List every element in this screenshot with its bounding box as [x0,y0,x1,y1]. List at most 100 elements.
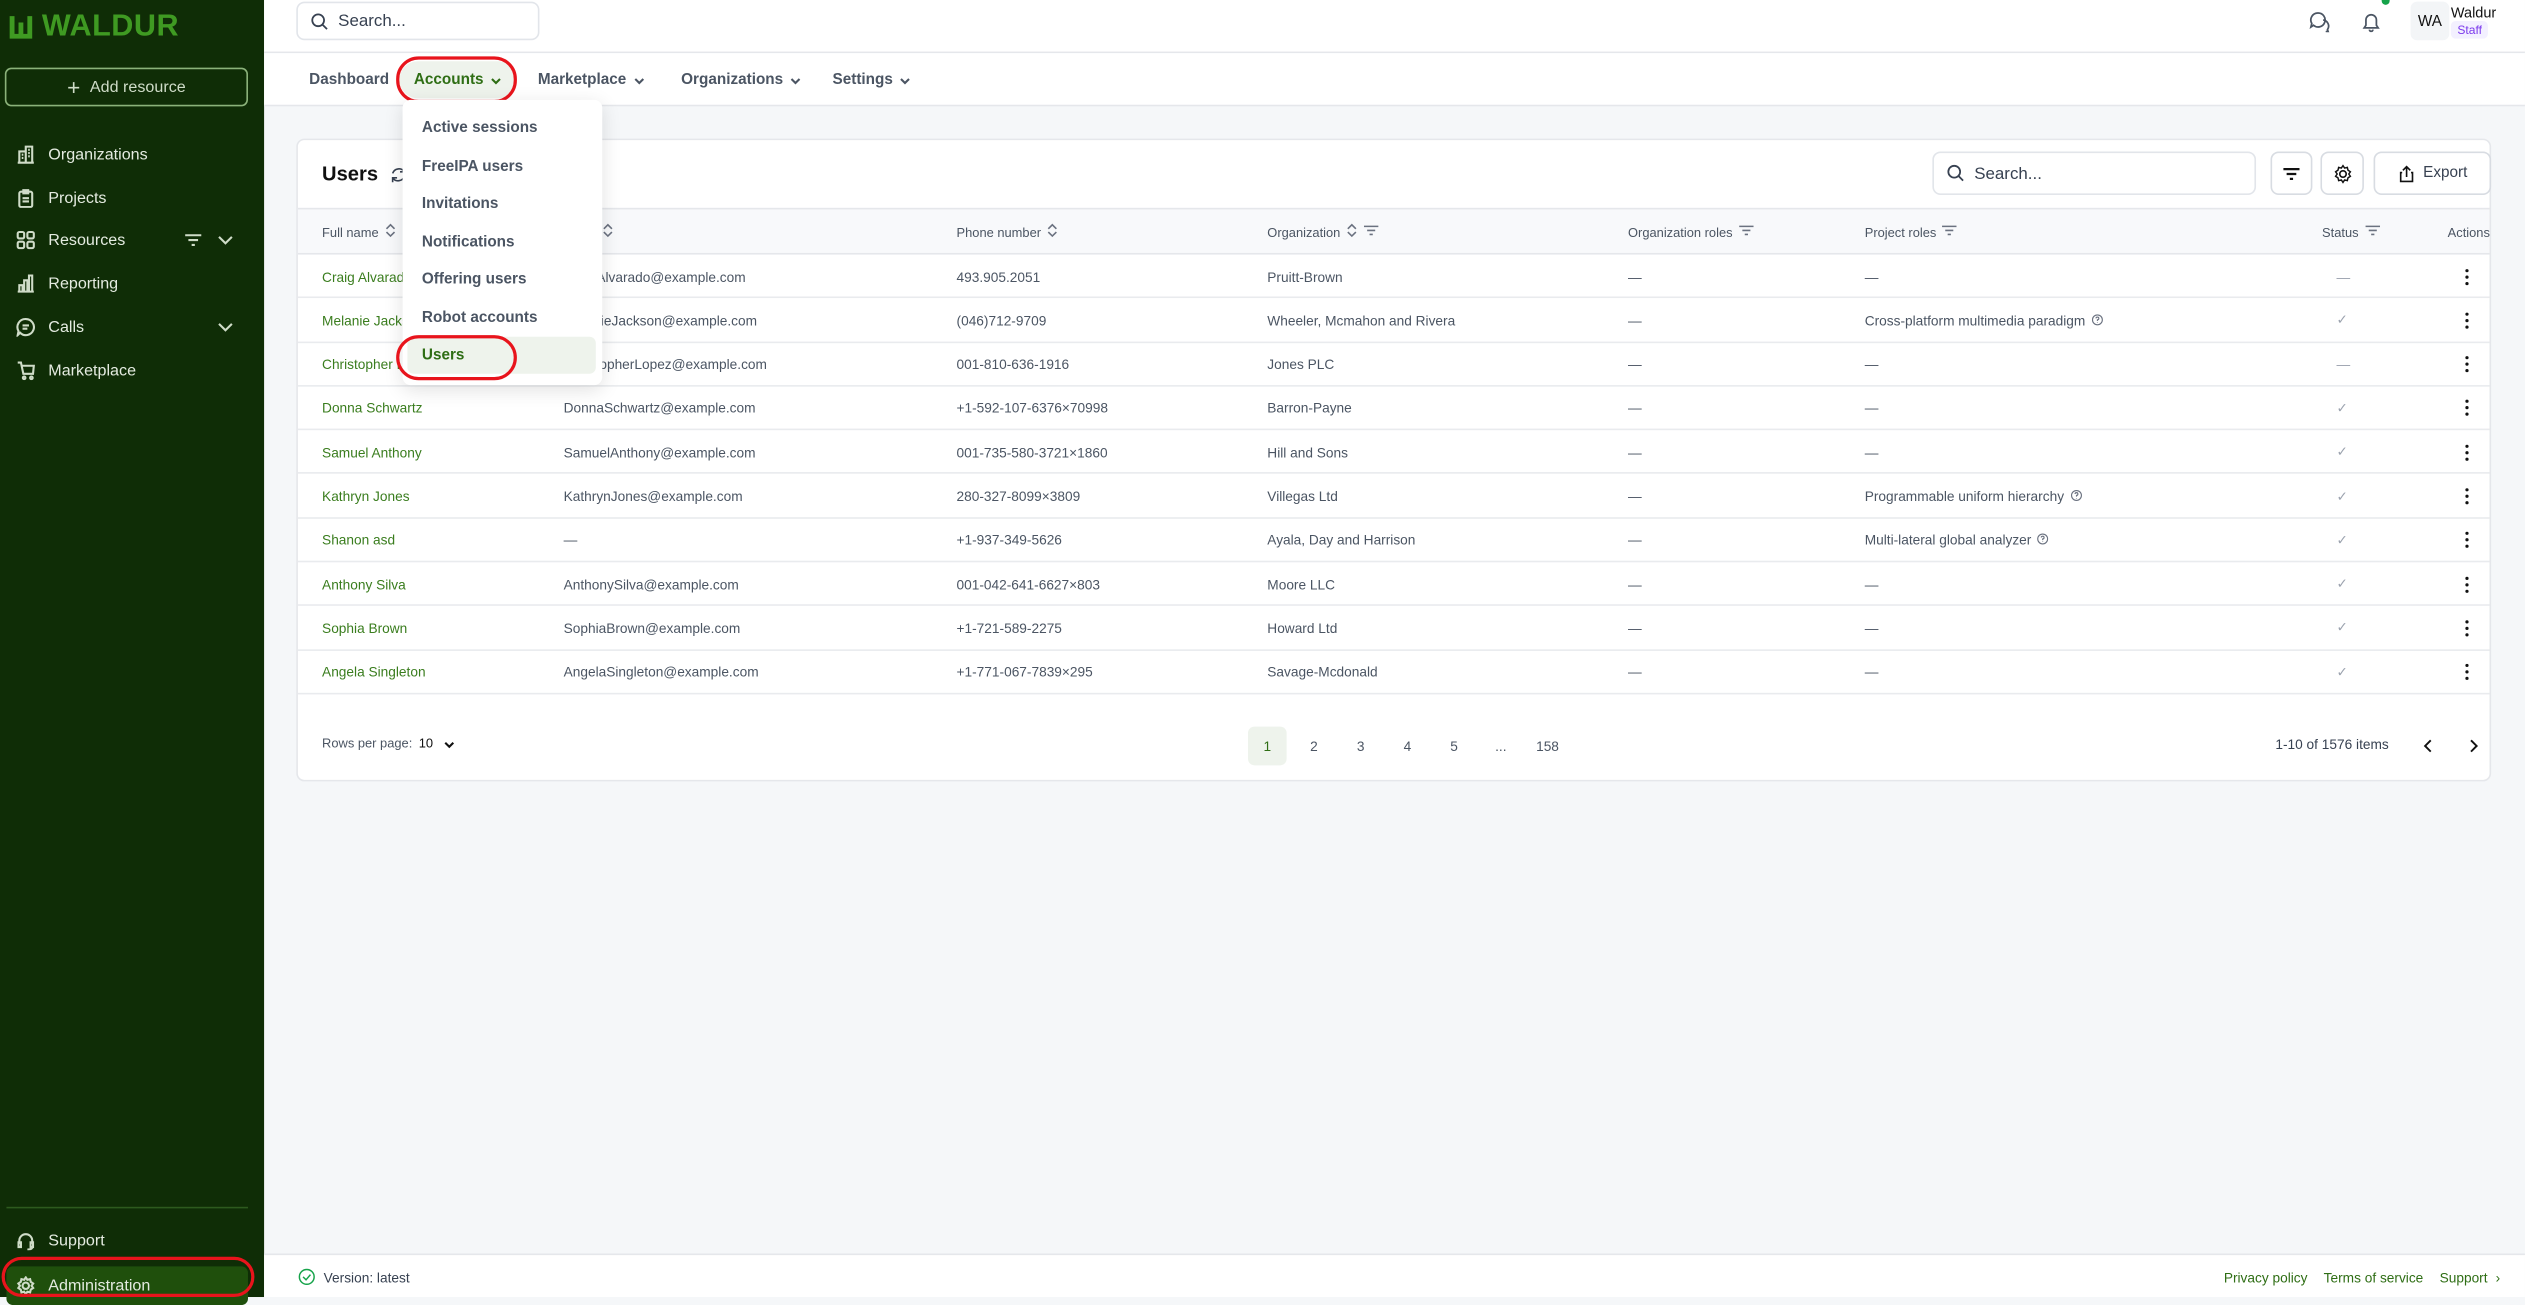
row-actions-button[interactable] [2464,518,2470,562]
search-placeholder: Search... [1974,163,2042,183]
tab-settings[interactable]: Settings [833,53,913,106]
column-header: Status [2322,209,2380,254]
sidebar-item-reporting[interactable]: Reporting [0,264,264,303]
row-actions-button[interactable] [2464,606,2470,650]
logo[interactable]: WALDUR [8,10,179,45]
chevron-right-icon[interactable] [2465,738,2481,754]
filter-icon[interactable] [2365,224,2380,240]
more-vertical-icon [2465,356,2469,373]
cell-name[interactable]: Donna Schwartz [322,387,422,431]
filter-icon[interactable] [1364,224,1379,240]
column-header[interactable]: Full name [322,209,396,254]
page-button[interactable]: 2 [1310,737,1318,755]
column-header[interactable]: Phone number [957,209,1059,254]
page-button[interactable]: 4 [1403,737,1412,755]
add-resource-button[interactable]: + Add resource [4,67,248,107]
row-actions-button[interactable] [2464,650,2470,694]
sort-icon[interactable] [1347,222,1358,241]
row-actions-button[interactable] [2464,387,2470,431]
column-header[interactable]: Email [564,209,614,254]
menu-item-robot-accounts[interactable]: Robot accounts [421,308,538,327]
cell-name[interactable]: Samuel Anthony [322,430,422,474]
page-button[interactable]: 3 [1356,737,1365,755]
tab-dashboard[interactable]: Dashboard [309,53,389,106]
table-settings-button[interactable] [2320,151,2364,195]
sidebar-item-marketplace[interactable]: Marketplace [0,351,264,390]
sort-icon[interactable] [1047,222,1058,241]
sort-icon[interactable] [602,222,613,241]
column-header-label: Status [2322,224,2359,240]
table-row: Anthony Silva AnthonySilva@example.com 001… [297,562,2490,607]
row-actions-button[interactable] [2464,474,2470,518]
row-actions-button[interactable] [2464,562,2470,606]
page-button[interactable]: 1 [1247,726,1287,766]
phone-text: +1-937-349-5626 [956,532,1062,549]
status-indicator: ✓ [2336,575,2349,592]
sort-icon[interactable] [385,222,396,241]
sidebar-item-organizations[interactable]: Organizations [0,135,264,174]
support-link[interactable]: Support › [2440,1270,2501,1286]
menu-item-active-sessions[interactable]: Active sessions [421,119,538,137]
menu-item-invitations[interactable]: Invitations [421,194,499,213]
global-search-input[interactable]: Search... [296,1,540,41]
more-vertical-icon [2465,532,2469,549]
rows-per-page-label: Rows per page: [322,736,413,751]
cell-email: DonnaSchwartz@example.com [564,387,756,431]
privacy-policy-link[interactable]: Privacy policy [2223,1269,2308,1286]
sidebar-item-calls[interactable]: Calls [0,308,264,347]
cell-name[interactable]: Sophia Brown [322,606,407,650]
row-actions-button[interactable] [2464,343,2470,387]
filter-button[interactable] [2270,151,2313,195]
sidebar-item-support[interactable]: Support [0,1221,264,1260]
users-card: Users Search... Export Full name Email Pho… [296,138,2492,782]
building-icon [17,145,34,164]
status-cell: ✓ [2337,562,2348,606]
cell-name[interactable]: Angela Singleton [322,650,426,694]
help-icon[interactable] [2037,532,2049,548]
export-button[interactable]: Export [2373,151,2492,195]
chevron-down-icon [634,77,644,84]
avatar[interactable]: WA [2410,1,2450,41]
bell-icon[interactable] [2361,11,2382,33]
row-actions-button[interactable] [2464,430,2470,474]
page-button[interactable]: 5 [1450,737,1458,755]
more-vertical-icon [2465,576,2469,593]
cell-name[interactable]: Melanie Jackson [322,299,424,343]
cell-name[interactable]: Craig Alvarado [322,255,412,299]
sidebar-item-resources[interactable]: Resources [0,221,264,260]
filter-icon[interactable] [1738,224,1754,240]
column-header[interactable]: Organization [1267,209,1379,254]
tab-organizations[interactable]: Organizations [681,53,802,106]
terms-of-service-link[interactable]: Terms of service [2323,1269,2424,1286]
org-text: Hill and Sons [1267,444,1348,461]
cell-name[interactable]: Shanon asd [322,518,395,562]
name-text: Donna Schwartz [322,400,423,417]
help-icon[interactable] [2070,488,2082,504]
chevron-left-icon[interactable] [2420,738,2436,754]
chevron-down-icon[interactable] [216,317,235,336]
upload-icon [2399,164,2413,182]
users-search-input[interactable]: Search... [1932,151,2257,195]
column-header-label: Organization roles [1628,224,1733,240]
rows-per-page-select[interactable]: 10 [419,736,456,751]
cell-name[interactable]: Kathryn Jones [322,474,410,518]
table-row: Samuel Anthony SamuelAnthony@example.com 0… [297,430,2490,475]
row-actions-button[interactable] [2464,255,2470,299]
row-actions-button[interactable] [2464,299,2470,343]
chat-icon[interactable] [2309,11,2330,33]
rows-per-page: Rows per page: 10 [322,736,456,751]
page-button[interactable]: 158 [1536,737,1559,755]
gear-icon [2333,163,2351,183]
chevron-down-icon[interactable] [216,230,235,249]
filter-icon[interactable] [184,230,203,249]
cell-name[interactable]: Anthony Silva [322,562,406,606]
menu-item-offering-users[interactable]: Offering users [421,270,527,289]
support-link-label: Support [2439,1269,2488,1286]
sidebar-item-projects[interactable]: Projects [0,179,264,218]
help-icon[interactable] [2091,312,2103,328]
menu-item-notifications[interactable]: Notifications [421,232,515,251]
refresh-icon[interactable] [390,166,408,184]
tab-marketplace[interactable]: Marketplace [538,53,646,106]
menu-item-freeipa-users[interactable]: FreeIPA users [421,157,524,175]
filter-icon[interactable] [1942,224,1958,240]
